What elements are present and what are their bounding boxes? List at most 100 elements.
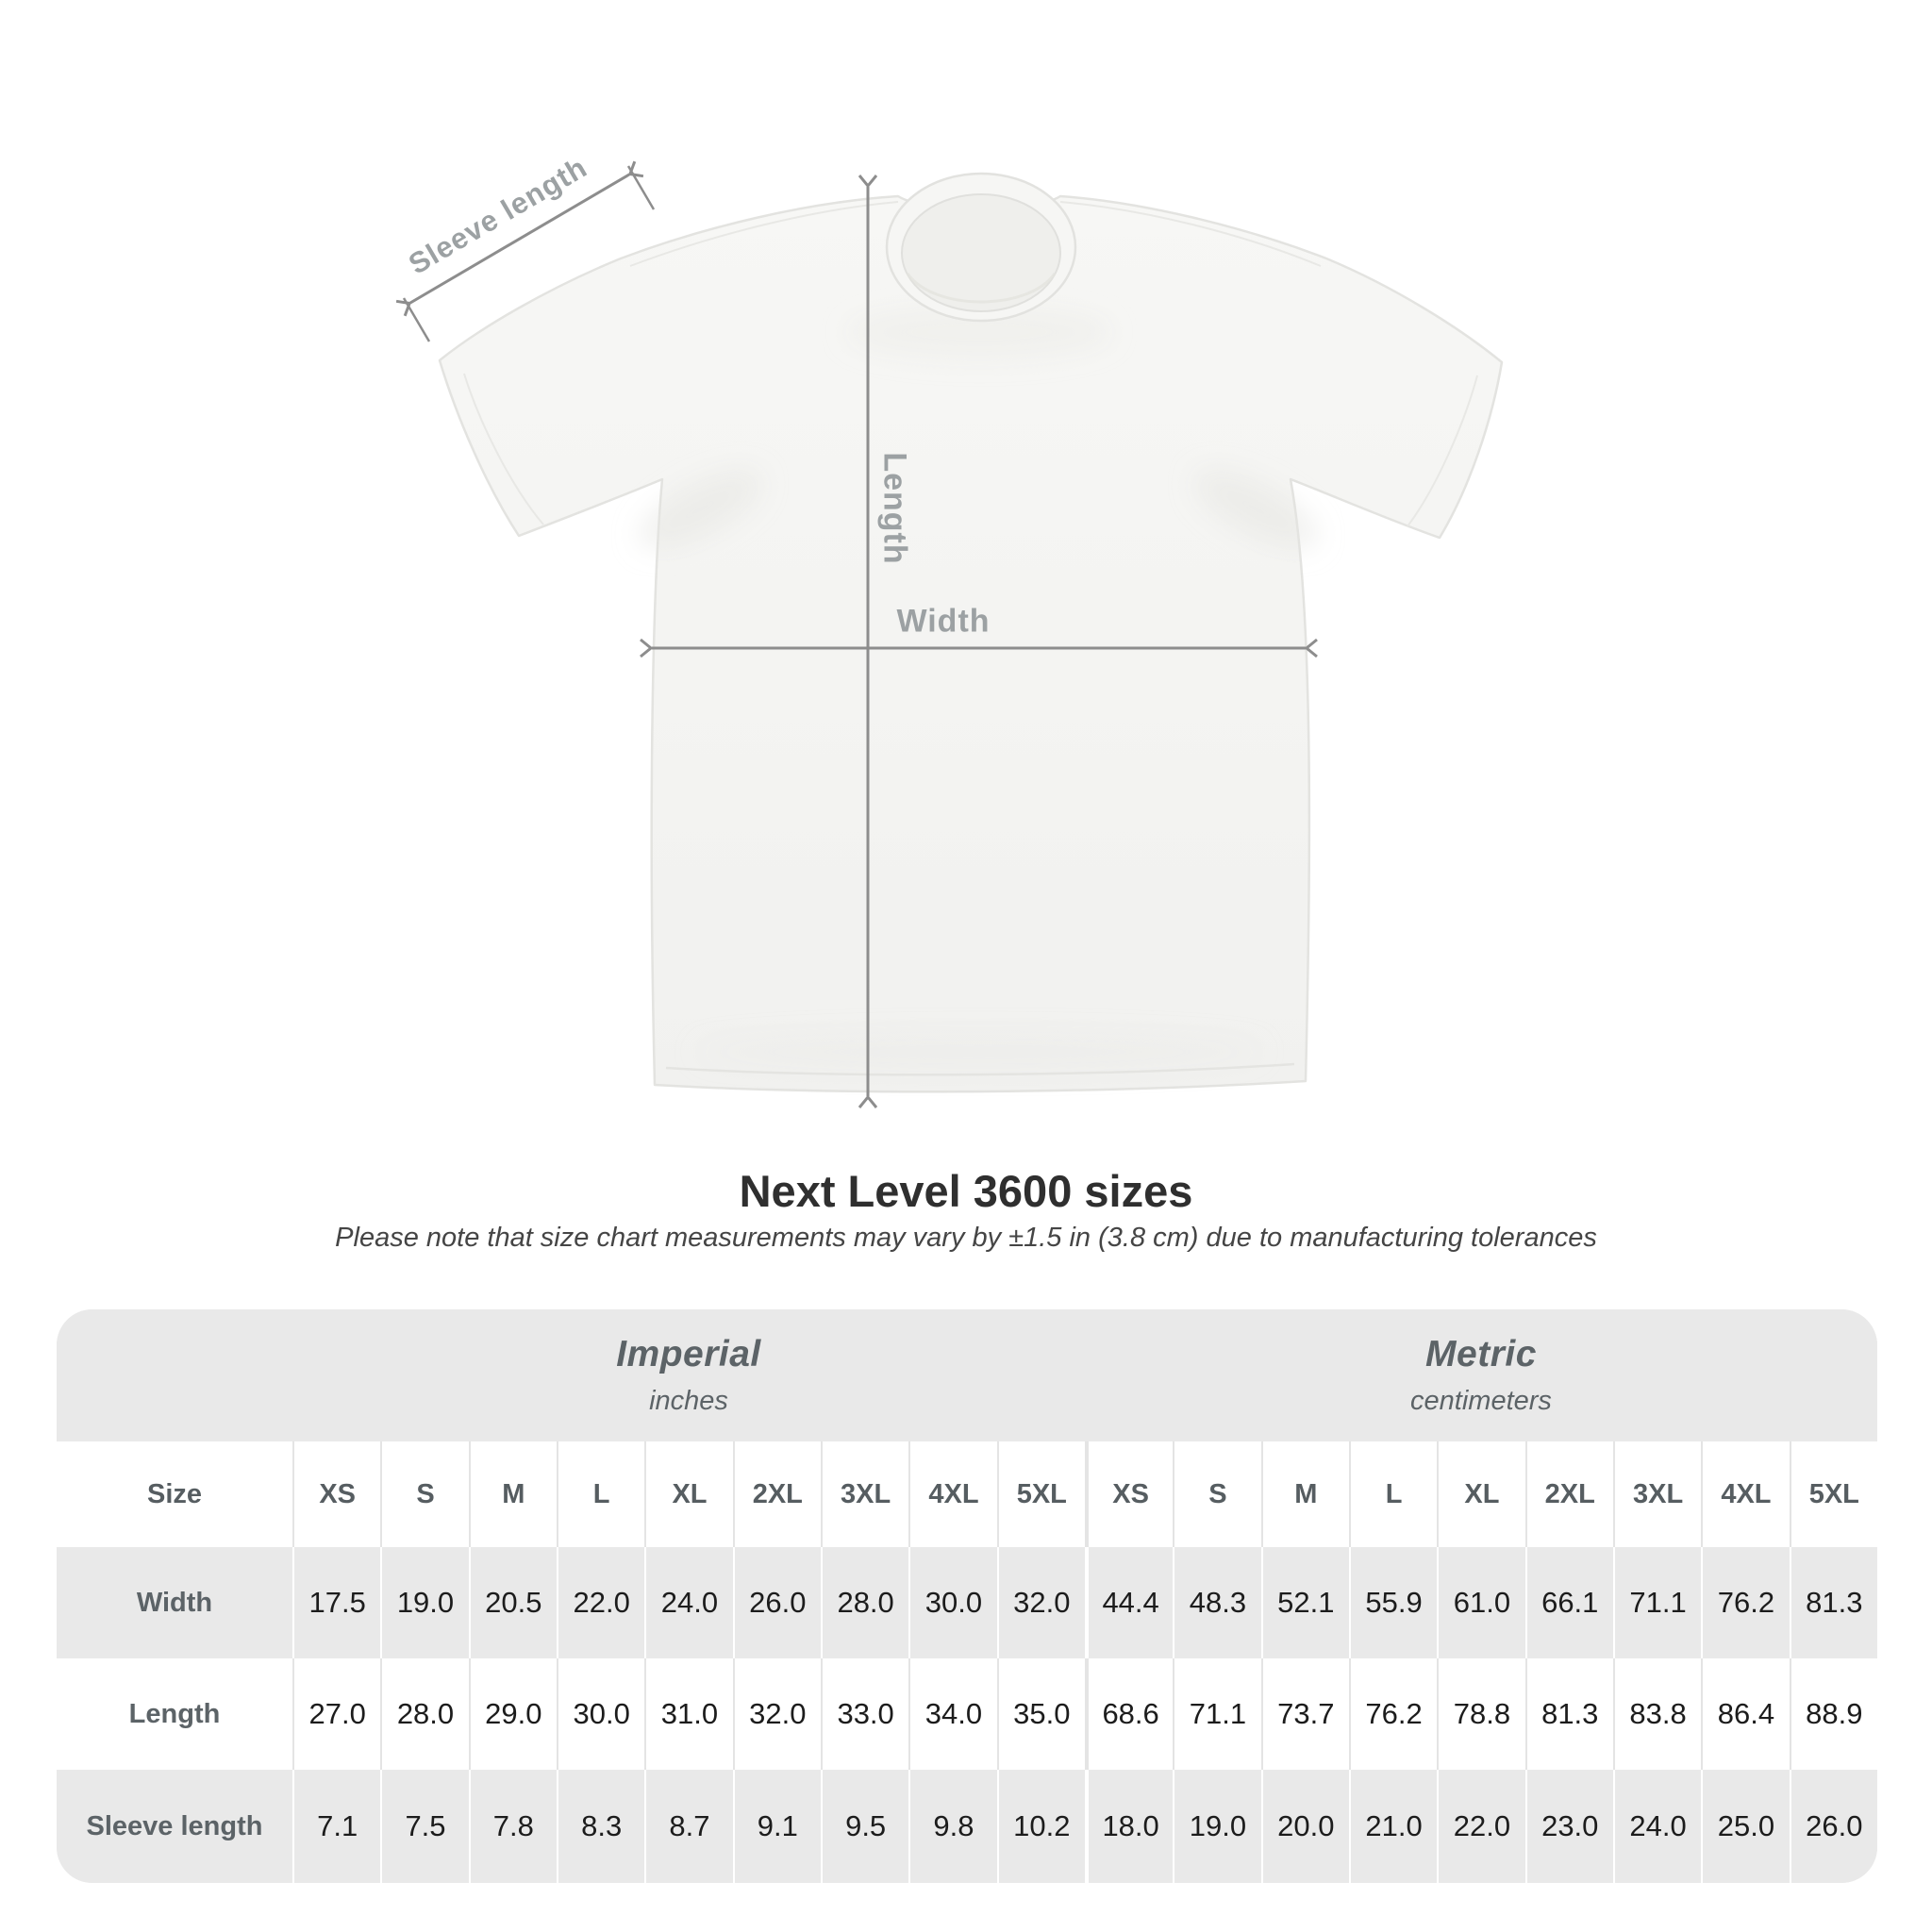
value-cell: 22.0 [1437,1770,1524,1883]
value-cell: 7.8 [468,1770,557,1883]
value-cell: 31.0 [644,1658,732,1770]
value-cell: 66.1 [1524,1547,1613,1658]
row-label: Sleeve length [86,1810,263,1841]
tshirt-seams [463,201,1478,1076]
value-cell: 8.7 [644,1770,732,1883]
value-cell: 24.0 [644,1547,732,1658]
tshirt-shading [639,308,1318,1067]
value-cell: 33.0 [820,1658,908,1770]
value-cell: 30.0 [908,1547,996,1658]
value-cell: 32.0 [996,1547,1085,1658]
value-cell: 26.0 [1789,1770,1877,1883]
value-cell: 35.0 [996,1658,1085,1770]
value-cell: 32.0 [732,1658,821,1770]
value-cell: 20.5 [468,1547,557,1658]
value-cell: 9.8 [908,1770,996,1883]
row-label: Length [128,1698,221,1729]
table-row-length: Length 27.0 28.0 29.0 30.0 31.0 32.0 33.… [57,1658,1877,1770]
value-cell: 24.0 [1612,1770,1701,1883]
value-cell: 61.0 [1437,1547,1524,1658]
value-cell: 29.0 [468,1658,557,1770]
value-cell: 81.3 [1789,1547,1877,1658]
size-header-cell: S [380,1441,468,1547]
size-header-cell: 5XL [996,1441,1085,1547]
value-cell: 8.3 [556,1770,644,1883]
value-cell: 26.0 [732,1547,821,1658]
metric-group-header: Metric centimeters [1084,1309,1877,1441]
value-cell: 10.2 [996,1770,1085,1883]
length-label: Length [876,452,913,565]
unit-group-row: Imperial inches Metric centimeters [57,1309,1877,1441]
value-cell: 76.2 [1701,1547,1789,1658]
value-cell: 71.1 [1612,1547,1701,1658]
value-cell: 9.5 [820,1770,908,1883]
value-cell: 55.9 [1348,1547,1437,1658]
sleeve-arrow-end-tick [626,165,656,210]
value-cell: 9.1 [732,1770,821,1883]
value-cell: 7.1 [292,1770,380,1883]
size-table-container: Imperial inches Metric centimeters Size … [57,1309,1877,1883]
value-cell: 30.0 [556,1658,644,1770]
size-header-row: Size XS S M L XL 2XL 3XL 4XL 5XL XS S M … [57,1441,1877,1547]
value-cell: 44.4 [1084,1547,1173,1658]
size-header-cell: 3XL [1612,1441,1701,1547]
value-cell: 78.8 [1437,1658,1524,1770]
size-header-cell: 5XL [1789,1441,1877,1547]
value-cell: 88.9 [1789,1658,1877,1770]
value-cell: 76.2 [1348,1658,1437,1770]
imperial-group-name: Imperial [616,1334,761,1374]
value-cell: 52.1 [1260,1547,1349,1658]
metric-group-name: Metric [1425,1334,1537,1374]
value-cell: 20.0 [1260,1770,1349,1883]
size-header-cell: M [1260,1441,1349,1547]
size-table: Imperial inches Metric centimeters Size … [57,1309,1877,1883]
size-header-cell: XL [1437,1441,1524,1547]
size-header-cell: 4XL [908,1441,996,1547]
value-cell: 83.8 [1612,1658,1701,1770]
size-header-cell: L [556,1441,644,1547]
tshirt-collar [885,172,1077,323]
value-cell: 68.6 [1084,1658,1173,1770]
value-cell: 48.3 [1173,1547,1260,1658]
value-cell: 73.7 [1260,1658,1349,1770]
value-cell: 28.0 [820,1547,908,1658]
value-cell: 34.0 [908,1658,996,1770]
value-cell: 86.4 [1701,1658,1789,1770]
sleeve-length-arrow [395,160,644,317]
value-cell: 81.3 [1524,1658,1613,1770]
size-header-cell: 4XL [1701,1441,1789,1547]
sleeve-arrow-start-tick [402,297,431,342]
value-cell: 71.1 [1173,1658,1260,1770]
metric-group-unit: centimeters [1410,1386,1552,1416]
table-row-sleeve-length: Sleeve length 7.1 7.5 7.8 8.3 8.7 9.1 9.… [57,1770,1877,1883]
imperial-group-unit: inches [649,1386,728,1416]
value-cell: 25.0 [1701,1770,1789,1883]
value-cell: 18.0 [1084,1770,1173,1883]
size-header-cell: XS [292,1441,380,1547]
size-header-cell: XS [1084,1441,1173,1547]
imperial-group-header: Imperial inches [292,1309,1085,1441]
value-cell: 22.0 [556,1547,644,1658]
width-label: Width [896,603,991,640]
size-header-cell: 3XL [820,1441,908,1547]
value-cell: 23.0 [1524,1770,1613,1883]
corner-cell [57,1309,292,1441]
size-header-cell: 2XL [1524,1441,1613,1547]
measurement-arrows [395,160,1318,1108]
page-subtitle: Please note that size chart measurements… [335,1223,1597,1253]
row-label: Width [136,1587,213,1618]
value-cell: 27.0 [292,1658,380,1770]
value-cell: 7.5 [380,1770,468,1883]
value-cell: 21.0 [1348,1770,1437,1883]
value-cell: 19.0 [380,1547,468,1658]
size-header-cell: S [1173,1441,1260,1547]
size-column-header: Size [146,1478,203,1509]
value-cell: 28.0 [380,1658,468,1770]
size-header-cell: 2XL [732,1441,821,1547]
size-header-cell: L [1348,1441,1437,1547]
size-header-cell: M [468,1441,557,1547]
size-header-cell: XL [644,1441,732,1547]
page-title: Next Level 3600 sizes [739,1166,1193,1216]
